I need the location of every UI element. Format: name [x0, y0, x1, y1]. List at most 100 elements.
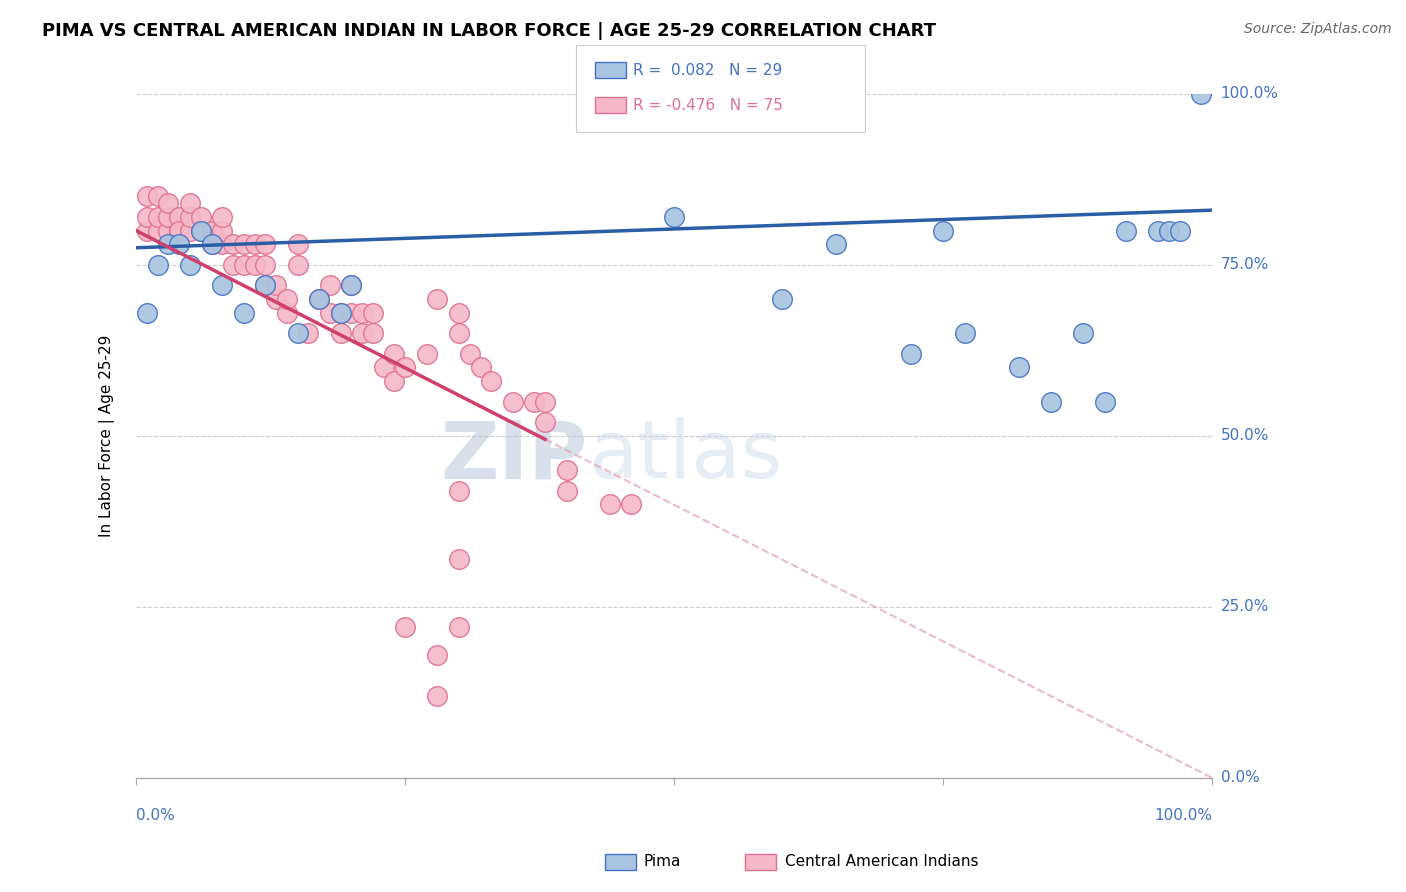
- Point: [157, 196, 180, 211]
- Point: [361, 306, 384, 320]
- Point: [447, 483, 470, 498]
- Point: [136, 306, 159, 320]
- Point: [200, 237, 222, 252]
- Point: [232, 258, 254, 272]
- Text: 0.0%: 0.0%: [136, 808, 174, 823]
- Point: [426, 648, 449, 662]
- Point: [447, 620, 470, 634]
- Point: [340, 278, 363, 293]
- Point: [1094, 394, 1116, 409]
- Point: [146, 224, 169, 238]
- Point: [211, 278, 233, 293]
- Point: [254, 237, 277, 252]
- Point: [664, 210, 686, 224]
- Point: [555, 463, 578, 477]
- Point: [136, 210, 159, 224]
- Point: [1189, 87, 1212, 101]
- Point: [254, 278, 277, 293]
- Point: [308, 292, 330, 306]
- Point: [447, 326, 470, 341]
- Point: [932, 224, 955, 238]
- Point: [479, 374, 502, 388]
- Point: [243, 258, 266, 272]
- Text: PIMA VS CENTRAL AMERICAN INDIAN IN LABOR FORCE | AGE 25-29 CORRELATION CHART: PIMA VS CENTRAL AMERICAN INDIAN IN LABOR…: [42, 22, 936, 40]
- Point: [190, 224, 212, 238]
- Point: [232, 237, 254, 252]
- Point: [319, 278, 342, 293]
- Point: [157, 210, 180, 224]
- Point: [1071, 326, 1094, 341]
- Point: [254, 258, 277, 272]
- Point: [179, 224, 201, 238]
- Point: [264, 292, 287, 306]
- Point: [953, 326, 976, 341]
- Point: [1039, 394, 1062, 409]
- Y-axis label: In Labor Force | Age 25-29: In Labor Force | Age 25-29: [100, 334, 115, 537]
- Point: [534, 394, 557, 409]
- Point: [157, 224, 180, 238]
- Text: atlas: atlas: [588, 417, 783, 495]
- Point: [1159, 224, 1181, 238]
- Point: [157, 237, 180, 252]
- Point: [167, 210, 190, 224]
- Point: [502, 394, 524, 409]
- Point: [287, 326, 309, 341]
- Point: [770, 292, 793, 306]
- Point: [287, 237, 309, 252]
- Point: [319, 306, 342, 320]
- Point: [824, 237, 846, 252]
- Point: [900, 347, 922, 361]
- Point: [426, 292, 449, 306]
- Text: Source: ZipAtlas.com: Source: ZipAtlas.com: [1244, 22, 1392, 37]
- Point: [1007, 360, 1029, 375]
- Point: [146, 258, 169, 272]
- Point: [211, 210, 233, 224]
- Point: [179, 210, 201, 224]
- Point: [200, 224, 222, 238]
- Point: [1147, 224, 1170, 238]
- Point: [1168, 224, 1191, 238]
- Text: R =  0.082   N = 29: R = 0.082 N = 29: [633, 63, 782, 78]
- Point: [555, 483, 578, 498]
- Point: [384, 347, 406, 361]
- Text: 100.0%: 100.0%: [1220, 87, 1278, 102]
- Text: 75.0%: 75.0%: [1220, 258, 1268, 272]
- Point: [1115, 224, 1137, 238]
- Point: [222, 258, 245, 272]
- Point: [340, 306, 363, 320]
- Point: [361, 326, 384, 341]
- Point: [470, 360, 492, 375]
- Point: [394, 360, 416, 375]
- Text: 50.0%: 50.0%: [1220, 428, 1268, 443]
- Point: [287, 258, 309, 272]
- Point: [373, 360, 395, 375]
- Point: [352, 326, 374, 341]
- Point: [447, 552, 470, 566]
- Point: [222, 237, 245, 252]
- Point: [179, 196, 201, 211]
- Point: [146, 189, 169, 203]
- Point: [264, 278, 287, 293]
- Point: [329, 326, 352, 341]
- Point: [146, 210, 169, 224]
- Text: Pima: Pima: [644, 855, 682, 869]
- Text: Central American Indians: Central American Indians: [785, 855, 979, 869]
- Point: [620, 497, 643, 511]
- Text: 0.0%: 0.0%: [1220, 771, 1260, 786]
- Point: [211, 224, 233, 238]
- Point: [523, 394, 546, 409]
- Point: [384, 374, 406, 388]
- Point: [232, 306, 254, 320]
- Point: [167, 224, 190, 238]
- Point: [200, 224, 222, 238]
- Point: [352, 306, 374, 320]
- Point: [190, 210, 212, 224]
- Text: R = -0.476   N = 75: R = -0.476 N = 75: [633, 98, 783, 112]
- Point: [211, 237, 233, 252]
- Point: [190, 224, 212, 238]
- Point: [179, 258, 201, 272]
- Point: [447, 306, 470, 320]
- Point: [243, 237, 266, 252]
- Point: [276, 306, 298, 320]
- Point: [167, 237, 190, 252]
